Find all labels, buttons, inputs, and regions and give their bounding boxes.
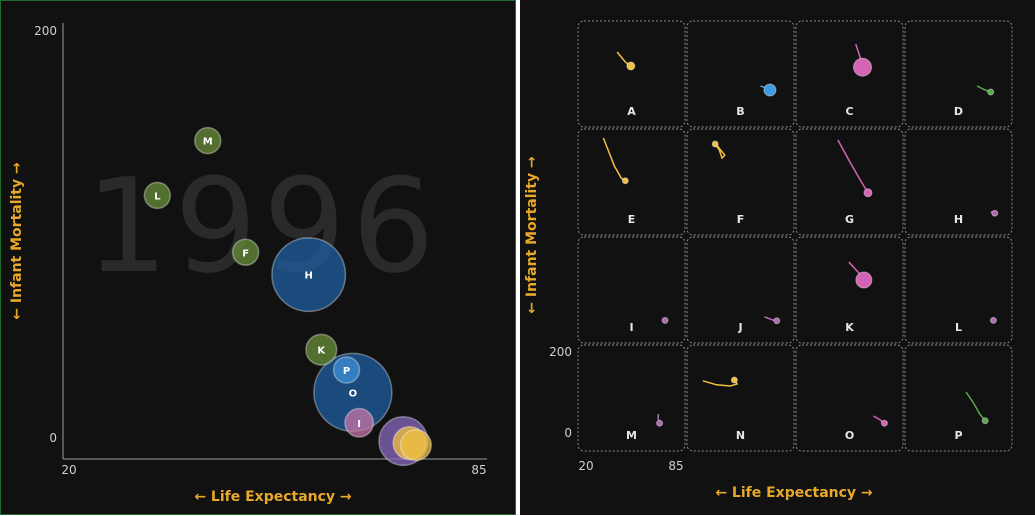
trail-P [966, 392, 985, 421]
marker-P [982, 418, 988, 424]
x-axis-title: ← Life Expectancy → [715, 485, 873, 501]
x-tick-max: 85 [668, 459, 683, 473]
y-tick-min: 0 [564, 426, 572, 440]
marker-B [764, 84, 776, 96]
small-multiple-label-O: O [845, 429, 854, 442]
small-multiple-label-L: L [955, 321, 962, 334]
small-multiple-label-G: G [845, 213, 854, 226]
bubble-label-K: K [317, 346, 326, 357]
small-multiple-F: F [687, 129, 794, 235]
x-tick-min: 20 [61, 463, 76, 477]
small-multiple-D: D [905, 21, 1012, 127]
small-multiple-B: B [687, 21, 794, 127]
small-multiple-label-M: M [626, 429, 637, 442]
small-multiple-label-F: F [737, 213, 745, 226]
y-axis-title: ← Infant Mortality → [524, 156, 540, 314]
small-multiple-label-K: K [845, 321, 854, 334]
bubble-label-L: L [154, 191, 161, 202]
small-multiple-K: K [796, 237, 903, 343]
marker-G [864, 189, 872, 197]
small-multiple-label-I: I [629, 321, 633, 334]
x-axis-title: ← Life Expectancy → [194, 489, 352, 505]
marker-C [854, 58, 872, 76]
bubble-unlabeled-5 [401, 430, 432, 461]
y-tick-max: 200 [34, 24, 57, 38]
bubble-chart-svg: 1996 O H K I M L F P 200 0 20 85 ← Life Expecta… [1, 1, 517, 516]
small-multiple-O: O [796, 345, 903, 451]
x-tick-max: 85 [471, 463, 486, 477]
marker-E [622, 178, 628, 184]
small-multiple-label-J: J [737, 321, 742, 334]
small-multiple-label-P: P [954, 429, 962, 442]
bubble-label-O: O [349, 388, 358, 399]
marker-N [731, 377, 737, 383]
year-watermark: 1996 [86, 150, 441, 302]
small-multiple-C: C [796, 21, 903, 127]
y-tick-min: 0 [49, 431, 57, 445]
marker-I [662, 317, 668, 323]
small-multiple-A: A [578, 21, 685, 127]
small-multiple-L: L [905, 237, 1012, 343]
small-multiple-label-H: H [954, 213, 963, 226]
small-multiple-I: I [578, 237, 685, 343]
small-multiples-grid: A B C D E F G H I J K L M N O P [578, 21, 1012, 451]
small-multiple-J: J [687, 237, 794, 343]
bubble-label-H: H [305, 271, 313, 282]
bubble-label-P: P [343, 366, 350, 377]
small-multiple-label-C: C [845, 105, 853, 118]
small-multiple-label-E: E [628, 213, 636, 226]
marker-K [856, 272, 872, 288]
marker-O [881, 420, 887, 426]
small-multiple-label-N: N [736, 429, 745, 442]
x-tick-min: 20 [578, 459, 593, 473]
small-multiple-label-D: D [954, 105, 963, 118]
bubble-label-I: I [357, 419, 361, 430]
small-multiple-label-B: B [736, 105, 744, 118]
small-multiple-M: M [578, 345, 685, 451]
small-multiple-P: P [905, 345, 1012, 451]
small-multiple-G: G [796, 129, 903, 235]
y-tick-max: 200 [549, 345, 572, 359]
marker-F [712, 141, 718, 147]
small-multiple-E: E [578, 129, 685, 235]
small-multiple-label-A: A [627, 105, 636, 118]
left-bubble-chart-panel: 1996 O H K I M L F P 200 0 20 85 ← Life Expecta… [0, 0, 516, 515]
marker-J [774, 318, 780, 324]
right-small-multiples-panel: A B C D E F G H I J K L M N O P 200 0 20 85 ← Life Expe… [520, 0, 1035, 515]
trail-E [603, 138, 625, 181]
marker-M [657, 420, 663, 426]
trail-G [838, 140, 868, 193]
small-multiple-H: H [905, 129, 1012, 235]
marker-D [988, 89, 994, 95]
small-multiples-svg: A B C D E F G H I J K L M N O P 200 0 20 85 ← Life Expe… [520, 0, 1035, 515]
bubble-label-F: F [242, 248, 249, 259]
marker-H [992, 210, 998, 216]
bubble-label-M: M [203, 137, 213, 148]
marker-L [990, 317, 996, 323]
marker-A [627, 62, 635, 70]
small-multiple-N: N [687, 345, 794, 451]
y-axis-title: ← Infant Mortality → [9, 162, 25, 320]
